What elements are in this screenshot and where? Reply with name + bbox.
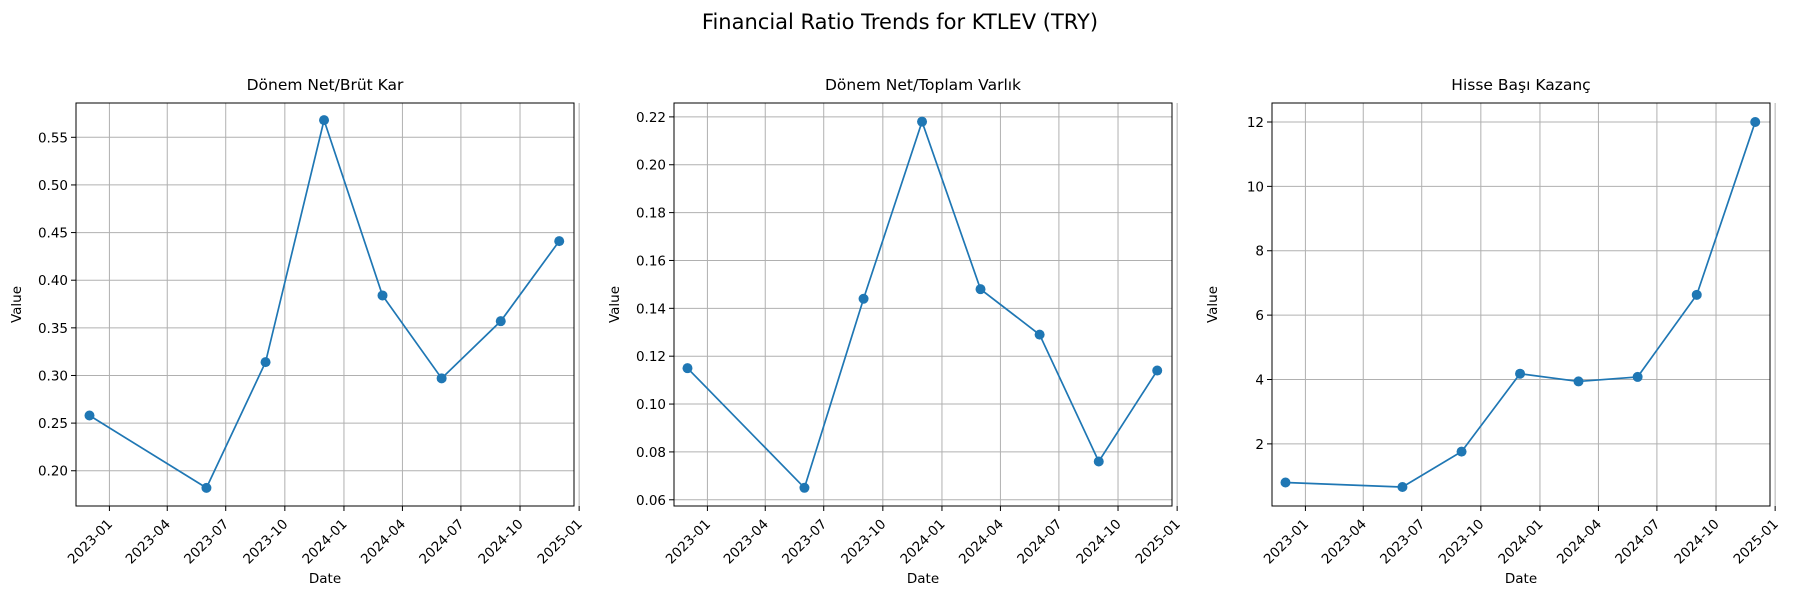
x-tick-label: 2024-07 xyxy=(1014,516,1065,567)
x-tick-label: 2024-10 xyxy=(475,516,526,567)
series-line xyxy=(1285,121,1757,488)
x-tick-label: 2023-04 xyxy=(1319,516,1370,567)
series-line xyxy=(686,119,1158,490)
y-tick-label: 4 xyxy=(1255,372,1264,388)
y-tick-label: 0.30 xyxy=(38,368,68,384)
x-tick-label: 2023-07 xyxy=(181,516,232,567)
y-tick-label: 0.14 xyxy=(636,301,666,317)
y-tick-label: 0.22 xyxy=(636,110,666,126)
data-point xyxy=(1632,371,1643,382)
y-tick-label: 0.12 xyxy=(636,349,666,365)
data-point xyxy=(554,236,565,247)
data-point xyxy=(1515,368,1526,379)
x-tick-label: 2023-07 xyxy=(779,516,830,567)
chart-panel-3: 2023-01 2023-04 2023-07 2023-10 2024-01 2024-… xyxy=(1205,76,1782,587)
x-tick-label: 2023-10 xyxy=(240,516,291,567)
y-tick-label: 0.35 xyxy=(38,321,68,337)
data-point xyxy=(1152,365,1163,376)
y-tick-label: 0.06 xyxy=(636,493,666,509)
plot-frame xyxy=(673,102,1173,507)
plot-frame xyxy=(1271,102,1771,507)
x-tick-label: 2023-04 xyxy=(721,516,772,567)
y-tick-label: 0.18 xyxy=(636,206,666,222)
y-tick-label: 6 xyxy=(1255,308,1264,324)
y-tick-label: 0.16 xyxy=(636,253,666,269)
x-tick-label: 2025-01 xyxy=(1133,516,1184,567)
x-tick-label: 2024-10 xyxy=(1671,516,1722,567)
plot-frame xyxy=(75,102,575,507)
y-axis-label: Value xyxy=(607,286,623,323)
x-tick-label: 2023-01 xyxy=(1261,516,1312,567)
y-tick-label: 0.20 xyxy=(636,158,666,174)
y-tick-label: 0.10 xyxy=(636,397,666,413)
x-axis-label: Date xyxy=(1505,571,1537,587)
chart-panel-1: 2023-01 2023-04 2023-07 2023-10 2024-01 2024-… xyxy=(9,76,586,587)
data-point xyxy=(858,293,869,304)
panel-title: Dönem Net/Brüt Kar xyxy=(247,76,404,94)
x-tick-label: 2024-07 xyxy=(1612,516,1663,567)
data-point xyxy=(201,482,212,493)
y-tick-label: 12 xyxy=(1247,115,1264,131)
x-tick-label: 2025-01 xyxy=(535,516,586,567)
x-tick-label: 2023-01 xyxy=(663,516,714,567)
series-line xyxy=(89,117,560,490)
y-axis-label: Value xyxy=(9,286,25,323)
data-point xyxy=(917,116,928,127)
x-tick-label: 2024-10 xyxy=(1073,516,1124,567)
data-point xyxy=(799,482,810,493)
y-tick-label: 10 xyxy=(1247,179,1264,195)
x-axis-label: Date xyxy=(309,571,341,587)
x-tick-label: 2024-04 xyxy=(358,516,409,567)
data-point xyxy=(1093,456,1104,467)
data-point xyxy=(495,316,506,327)
x-tick-label: 2024-01 xyxy=(1495,516,1546,567)
panel-title: Hisse Başı Kazanç xyxy=(1451,76,1590,94)
data-point xyxy=(975,284,986,295)
y-tick-label: 0.20 xyxy=(38,464,68,480)
data-point xyxy=(1573,376,1584,387)
x-tick-label: 2024-01 xyxy=(897,516,948,567)
panel-title: Dönem Net/Toplam Varlık xyxy=(825,76,1021,94)
data-point xyxy=(1750,116,1761,127)
data-point xyxy=(436,373,447,384)
y-tick-label: 2 xyxy=(1255,437,1264,453)
x-tick-label: 2024-04 xyxy=(956,516,1007,567)
x-tick-label: 2023-10 xyxy=(838,516,889,567)
x-tick-label: 2023-10 xyxy=(1436,516,1487,567)
y-axis-label: Value xyxy=(1205,286,1221,323)
x-tick-label: 2023-04 xyxy=(123,516,174,567)
chart-panel-2: 2023-01 2023-04 2023-07 2023-10 2024-01 2024-… xyxy=(607,76,1184,587)
figure-title: Financial Ratio Trends for KTLEV (TRY) xyxy=(702,10,1098,34)
data-point xyxy=(319,115,330,126)
y-tick-label: 0.55 xyxy=(38,130,68,146)
x-tick-label: 2023-01 xyxy=(65,516,116,567)
data-point xyxy=(377,290,388,301)
data-point xyxy=(260,357,271,368)
data-point xyxy=(1456,446,1467,457)
data-point xyxy=(682,363,693,374)
data-point xyxy=(84,410,95,421)
y-tick-label: 0.45 xyxy=(38,226,68,242)
y-tick-label: 8 xyxy=(1255,244,1264,260)
data-point xyxy=(1280,477,1291,488)
x-tick-label: 2024-07 xyxy=(416,516,467,567)
x-tick-label: 2024-01 xyxy=(299,516,350,567)
data-point xyxy=(1034,329,1045,340)
x-tick-label: 2024-04 xyxy=(1554,516,1605,567)
y-tick-label: 0.50 xyxy=(38,178,68,194)
data-point xyxy=(1397,482,1408,493)
x-axis-label: Date xyxy=(907,571,939,587)
y-tick-label: 0.40 xyxy=(38,273,68,289)
y-tick-label: 0.08 xyxy=(636,445,666,461)
x-tick-label: 2023-07 xyxy=(1377,516,1428,567)
data-point xyxy=(1691,289,1702,300)
y-tick-label: 0.25 xyxy=(38,416,68,432)
x-tick-label: 2025-01 xyxy=(1731,516,1782,567)
